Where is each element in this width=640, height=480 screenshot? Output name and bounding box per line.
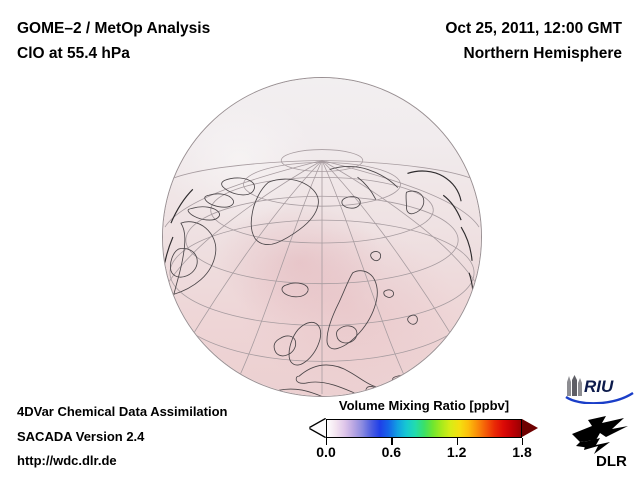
colorbar-over-arrow (522, 419, 538, 437)
colorbar-tick-label: 1.8 (512, 444, 532, 460)
colorbar-row (308, 418, 540, 440)
colorbar-tick-label: 0.0 (316, 444, 336, 460)
colorbar-tick-label: 0.6 (381, 444, 402, 460)
colorbar-under-arrow (310, 419, 326, 437)
riu-logo-text: RIU (584, 377, 614, 396)
page-title-instrument: GOME–2 / MetOp Analysis (17, 20, 211, 37)
globe-map (162, 77, 482, 397)
colorbar-title: Volume Mixing Ratio [ppbv] (338, 398, 510, 413)
dlr-logo-text: DLR (596, 453, 627, 470)
colorbar-bar (326, 419, 522, 438)
dlr-eagle-icon (572, 416, 628, 454)
riu-tower-icon (567, 375, 582, 396)
globe-limb-shading (162, 77, 482, 397)
dlr-logo: DLR (572, 416, 628, 470)
globe-overlay-svg (163, 149, 481, 396)
footer-line-method: 4DVar Chemical Data Assimilation (17, 404, 228, 419)
colorbar-tick-labels: 0.0 0.6 1.2 1.8 (308, 444, 540, 466)
hemisphere-label: Northern Hemisphere (463, 45, 622, 62)
colorbar-tick (522, 438, 524, 445)
colorbar-gradient (327, 420, 521, 437)
colorbar-ticks (326, 438, 524, 445)
colorbar: Volume Mixing Ratio [ppbv] 0.0 0.6 1.2 1.8 (308, 398, 540, 470)
footer-line-url[interactable]: http://wdc.dlr.de (17, 453, 117, 468)
riu-logo: RIU (565, 375, 634, 404)
timestamp-label: Oct 25, 2011, 12:00 GMT (445, 20, 622, 37)
colorbar-tick (326, 438, 328, 445)
footer-line-version: SACADA Version 2.4 (17, 429, 145, 444)
colorbar-tick (456, 438, 459, 445)
riu-swoosh-icon (565, 391, 634, 404)
colorbar-tick-label: 1.2 (446, 444, 467, 460)
colorbar-tick (391, 438, 393, 445)
coastlines (163, 166, 474, 396)
page-subtitle-species: ClO at 55.4 hPa (17, 45, 130, 62)
globe-disc (162, 77, 482, 397)
